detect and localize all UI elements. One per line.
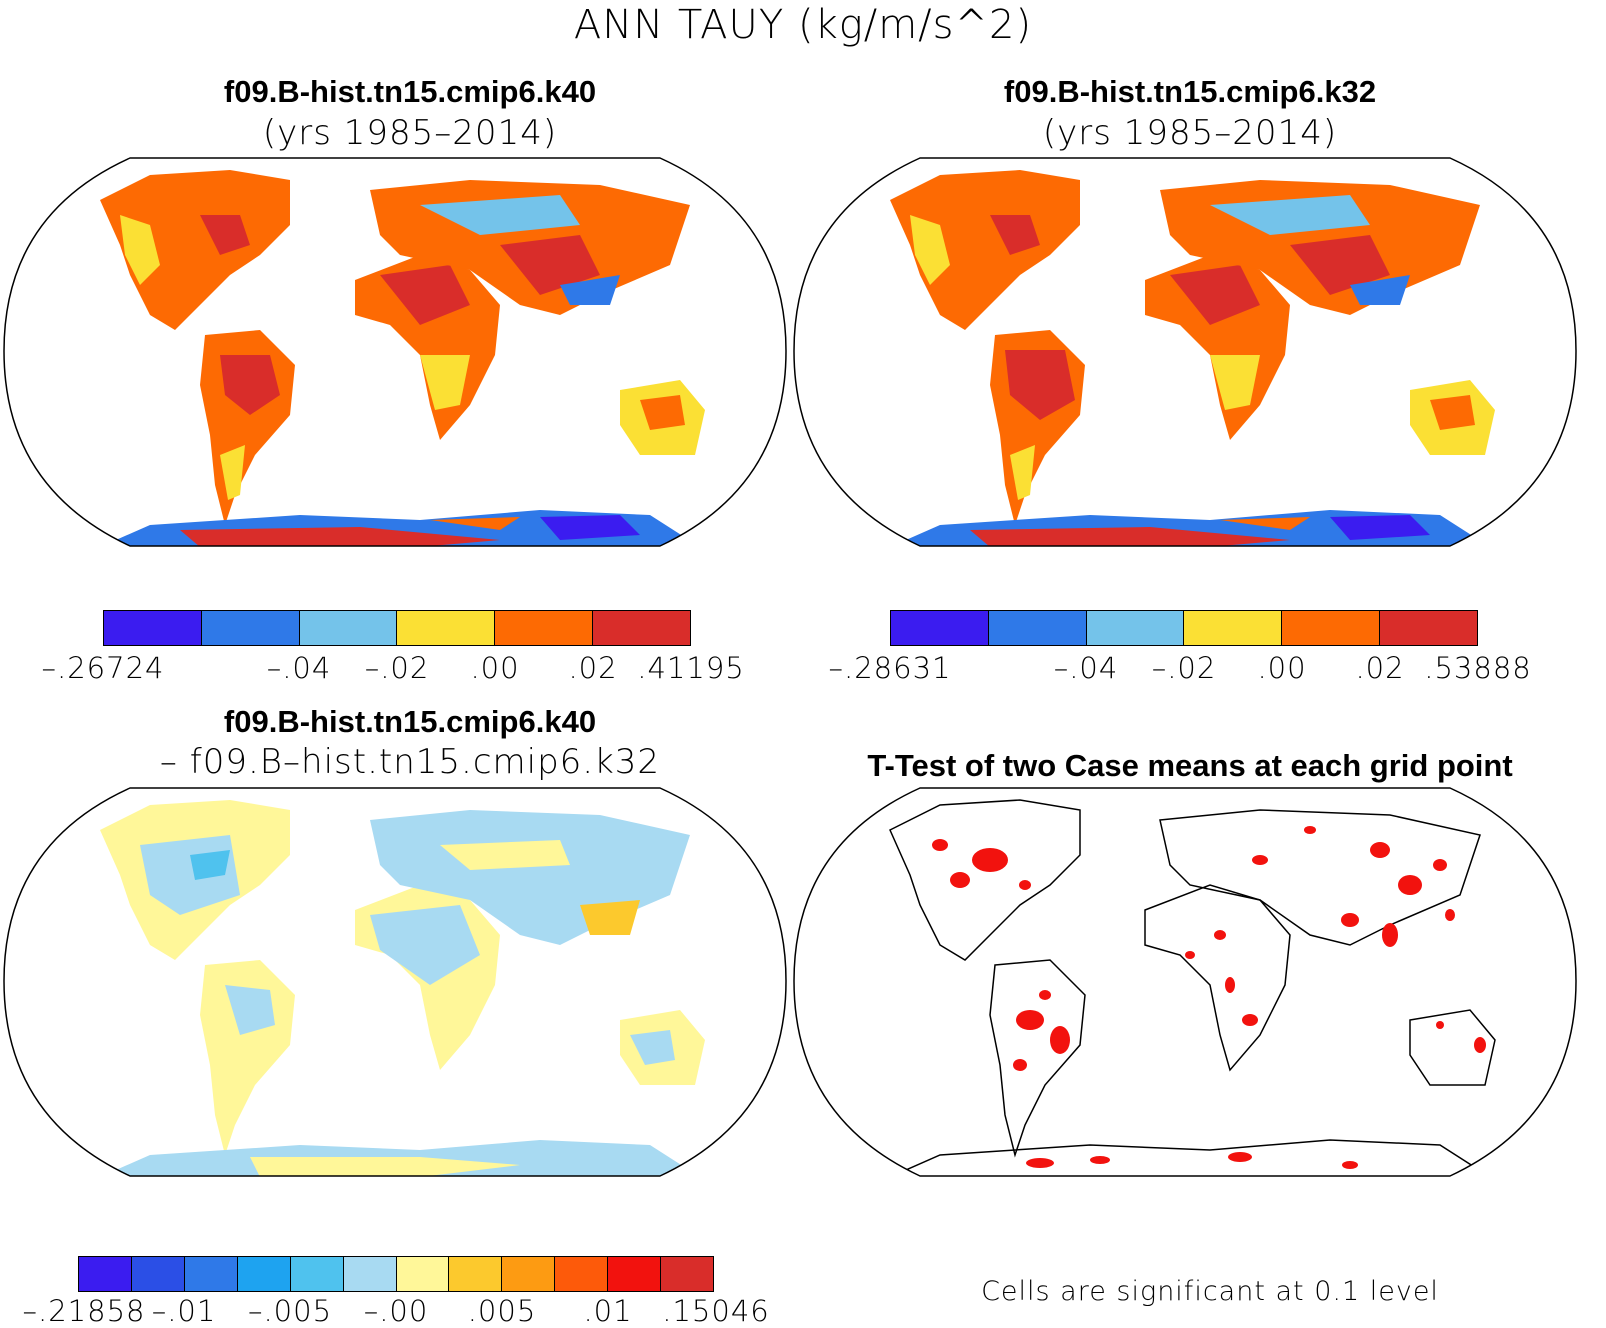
colorbar-tr-swatch: [1184, 611, 1283, 645]
colorbar-tl-swatch: [299, 611, 398, 645]
colorbar-bl-label: –.00: [363, 1294, 429, 1328]
colorbar-bl-label: .005: [467, 1294, 537, 1328]
colorbar-bl-swatch: [449, 1257, 503, 1291]
figure-title: ANN TAUY (kg/m/s^2): [573, 2, 1033, 48]
colorbar-tl-swatch: [593, 611, 690, 645]
colorbar-bl-label: –.01: [151, 1294, 217, 1328]
colorbar-tr-swatch: [1086, 611, 1185, 645]
map-bl: [3, 787, 787, 1177]
colorbar-bl-swatch: [184, 1257, 238, 1291]
colorbar-tl-swatch: [201, 611, 300, 645]
colorbar-tr-label: –.28631: [828, 651, 952, 685]
panel-br-title: T-Test of two Case means at each grid po…: [867, 748, 1513, 783]
significance-note: Cells are significant at 0.1 level: [981, 1276, 1439, 1307]
colorbar-tl-swatch: [495, 611, 594, 645]
panel-tr-years: (yrs 1985–2014): [1042, 113, 1338, 153]
colorbar-bl-swatch: [79, 1257, 132, 1291]
colorbar-tr-label: .00: [1257, 651, 1307, 685]
colorbar-tl-label: –.04: [266, 651, 332, 685]
colorbar-tl-label: .02: [568, 651, 618, 685]
panel-tl-case: f09.B-hist.tn15.cmip6.k40: [223, 74, 597, 109]
colorbar-tl-label: –.02: [364, 651, 430, 685]
colorbar-tr-swatch: [1380, 611, 1477, 645]
colorbar-tr-label: –.04: [1053, 651, 1119, 685]
colorbar-bl-label: .15046: [662, 1294, 770, 1328]
colorbar-tl-swatch: [397, 611, 496, 645]
colorbar-bl-swatch: [555, 1257, 609, 1291]
colorbar-tr-swatch: [1282, 611, 1381, 645]
colorbar-bl-label: .01: [583, 1294, 633, 1328]
colorbar-tl-label: .41195: [637, 651, 745, 685]
colorbar-tr-swatch: [988, 611, 1087, 645]
panel-tr-case: f09.B-hist.tn15.cmip6.k32: [1003, 74, 1377, 109]
map-tr: [793, 157, 1577, 547]
colorbar-tr-label: .53888: [1424, 651, 1532, 685]
colorbar-tl: [103, 610, 691, 646]
colorbar-bl-swatch: [343, 1257, 397, 1291]
colorbar-tl-swatch: [104, 611, 202, 645]
colorbar-bl-label: –.005: [247, 1294, 333, 1328]
colorbar-bl-label: –.21858: [22, 1294, 146, 1328]
colorbar-tr-label: –.02: [1151, 651, 1217, 685]
colorbar-bl-swatch: [131, 1257, 185, 1291]
colorbar-bl: [78, 1256, 714, 1292]
colorbar-tr-swatch: [891, 611, 989, 645]
panel-tl-years: (yrs 1985–2014): [262, 113, 558, 153]
colorbar-tr: [890, 610, 1478, 646]
map-br: [793, 787, 1577, 1177]
panel-bl-subtitle: – f09.B–hist.tn15.cmip6.k32: [159, 742, 661, 782]
colorbar-bl-swatch: [502, 1257, 556, 1291]
colorbar-tr-label: .02: [1355, 651, 1405, 685]
colorbar-bl-swatch: [661, 1257, 714, 1291]
panel-bl-case: f09.B-hist.tn15.cmip6.k40: [223, 704, 597, 739]
map-tl: [3, 157, 787, 547]
colorbar-bl-swatch: [237, 1257, 291, 1291]
colorbar-tl-label: .00: [470, 651, 520, 685]
colorbar-bl-swatch: [396, 1257, 450, 1291]
colorbar-bl-swatch: [608, 1257, 662, 1291]
colorbar-bl-swatch: [290, 1257, 344, 1291]
colorbar-tl-label: –.26724: [41, 651, 165, 685]
